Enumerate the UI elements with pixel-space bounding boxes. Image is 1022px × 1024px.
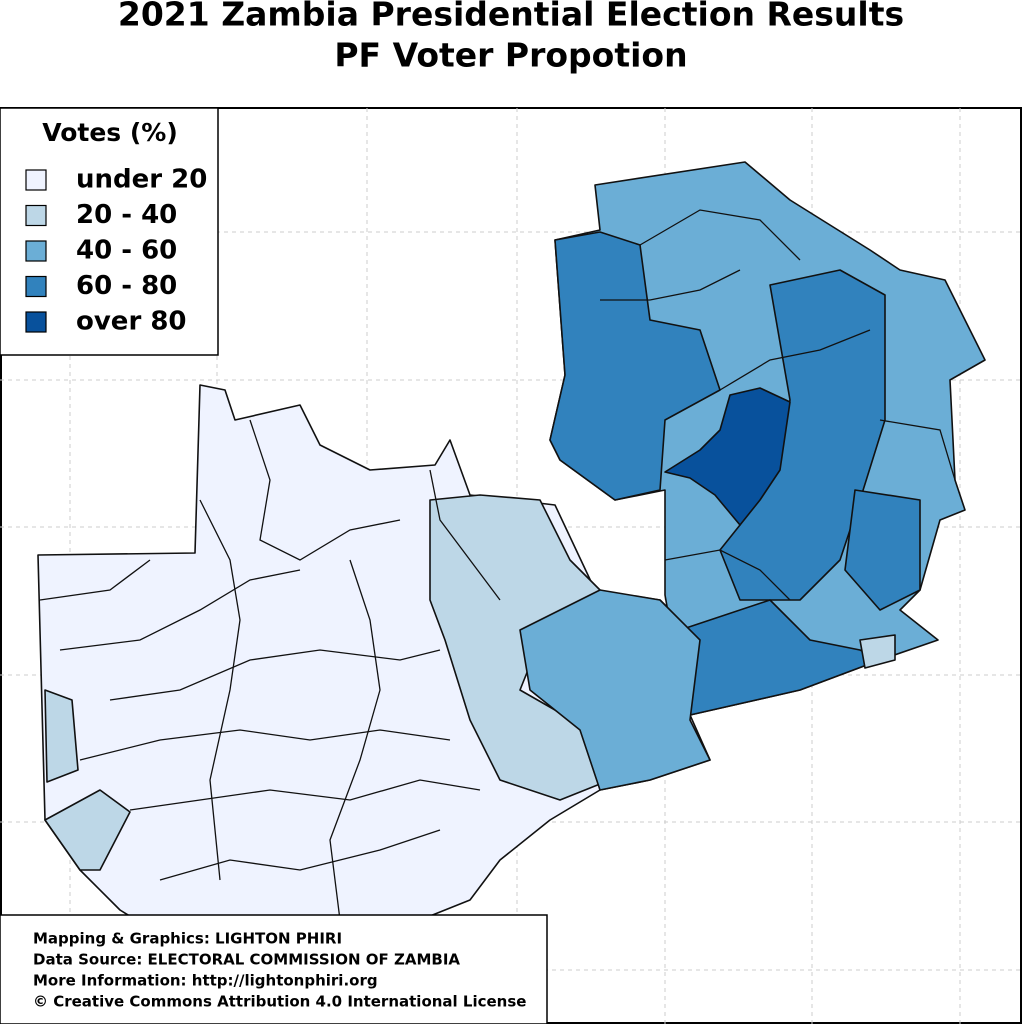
legend-label: 60 - 80	[76, 271, 177, 301]
legend-swatch	[25, 240, 47, 262]
credits: Mapping & Graphics: LIGHTON PHIRI Data S…	[0, 914, 548, 1024]
credit-line: More Information: http://lightonphiri.or…	[33, 972, 378, 990]
region-20-40	[44, 789, 131, 871]
credit-line: Mapping & Graphics: LIGHTON PHIRI	[33, 930, 342, 948]
legend-items: under 20 20 - 40 40 - 60 60 - 80 over 80	[25, 165, 207, 337]
title: 2021 Zambia Presidential Election Result…	[118, 0, 904, 34]
legend-title: Votes (%)	[42, 118, 178, 147]
credit-line: Data Source: ELECTORAL COMMISSION OF ZAM…	[33, 951, 460, 969]
legend-label: over 80	[76, 307, 187, 337]
region-over-80	[664, 387, 791, 526]
regions	[37, 161, 986, 951]
region-60-80	[844, 489, 921, 611]
legend-label: 20 - 40	[76, 200, 177, 230]
region-20-40	[44, 689, 79, 783]
region-40-60	[519, 589, 711, 791]
region-20-40	[859, 634, 896, 669]
legend-label: under 20	[76, 165, 207, 195]
legend-label: 40 - 60	[76, 236, 177, 266]
legend-swatch	[25, 275, 47, 298]
district-borders	[39, 209, 956, 921]
credits-box	[0, 914, 548, 1024]
legend-swatch	[25, 204, 47, 227]
legend-swatch	[25, 169, 47, 191]
subtitle: PF Voter Propotion	[334, 36, 687, 75]
legend: Votes (%) under 20 20 - 40 40 - 60 60 - 80 o…	[0, 107, 219, 356]
legend-swatch	[25, 311, 47, 333]
credit-line: © Creative Commons Attribution 4.0 Inter…	[33, 993, 526, 1011]
